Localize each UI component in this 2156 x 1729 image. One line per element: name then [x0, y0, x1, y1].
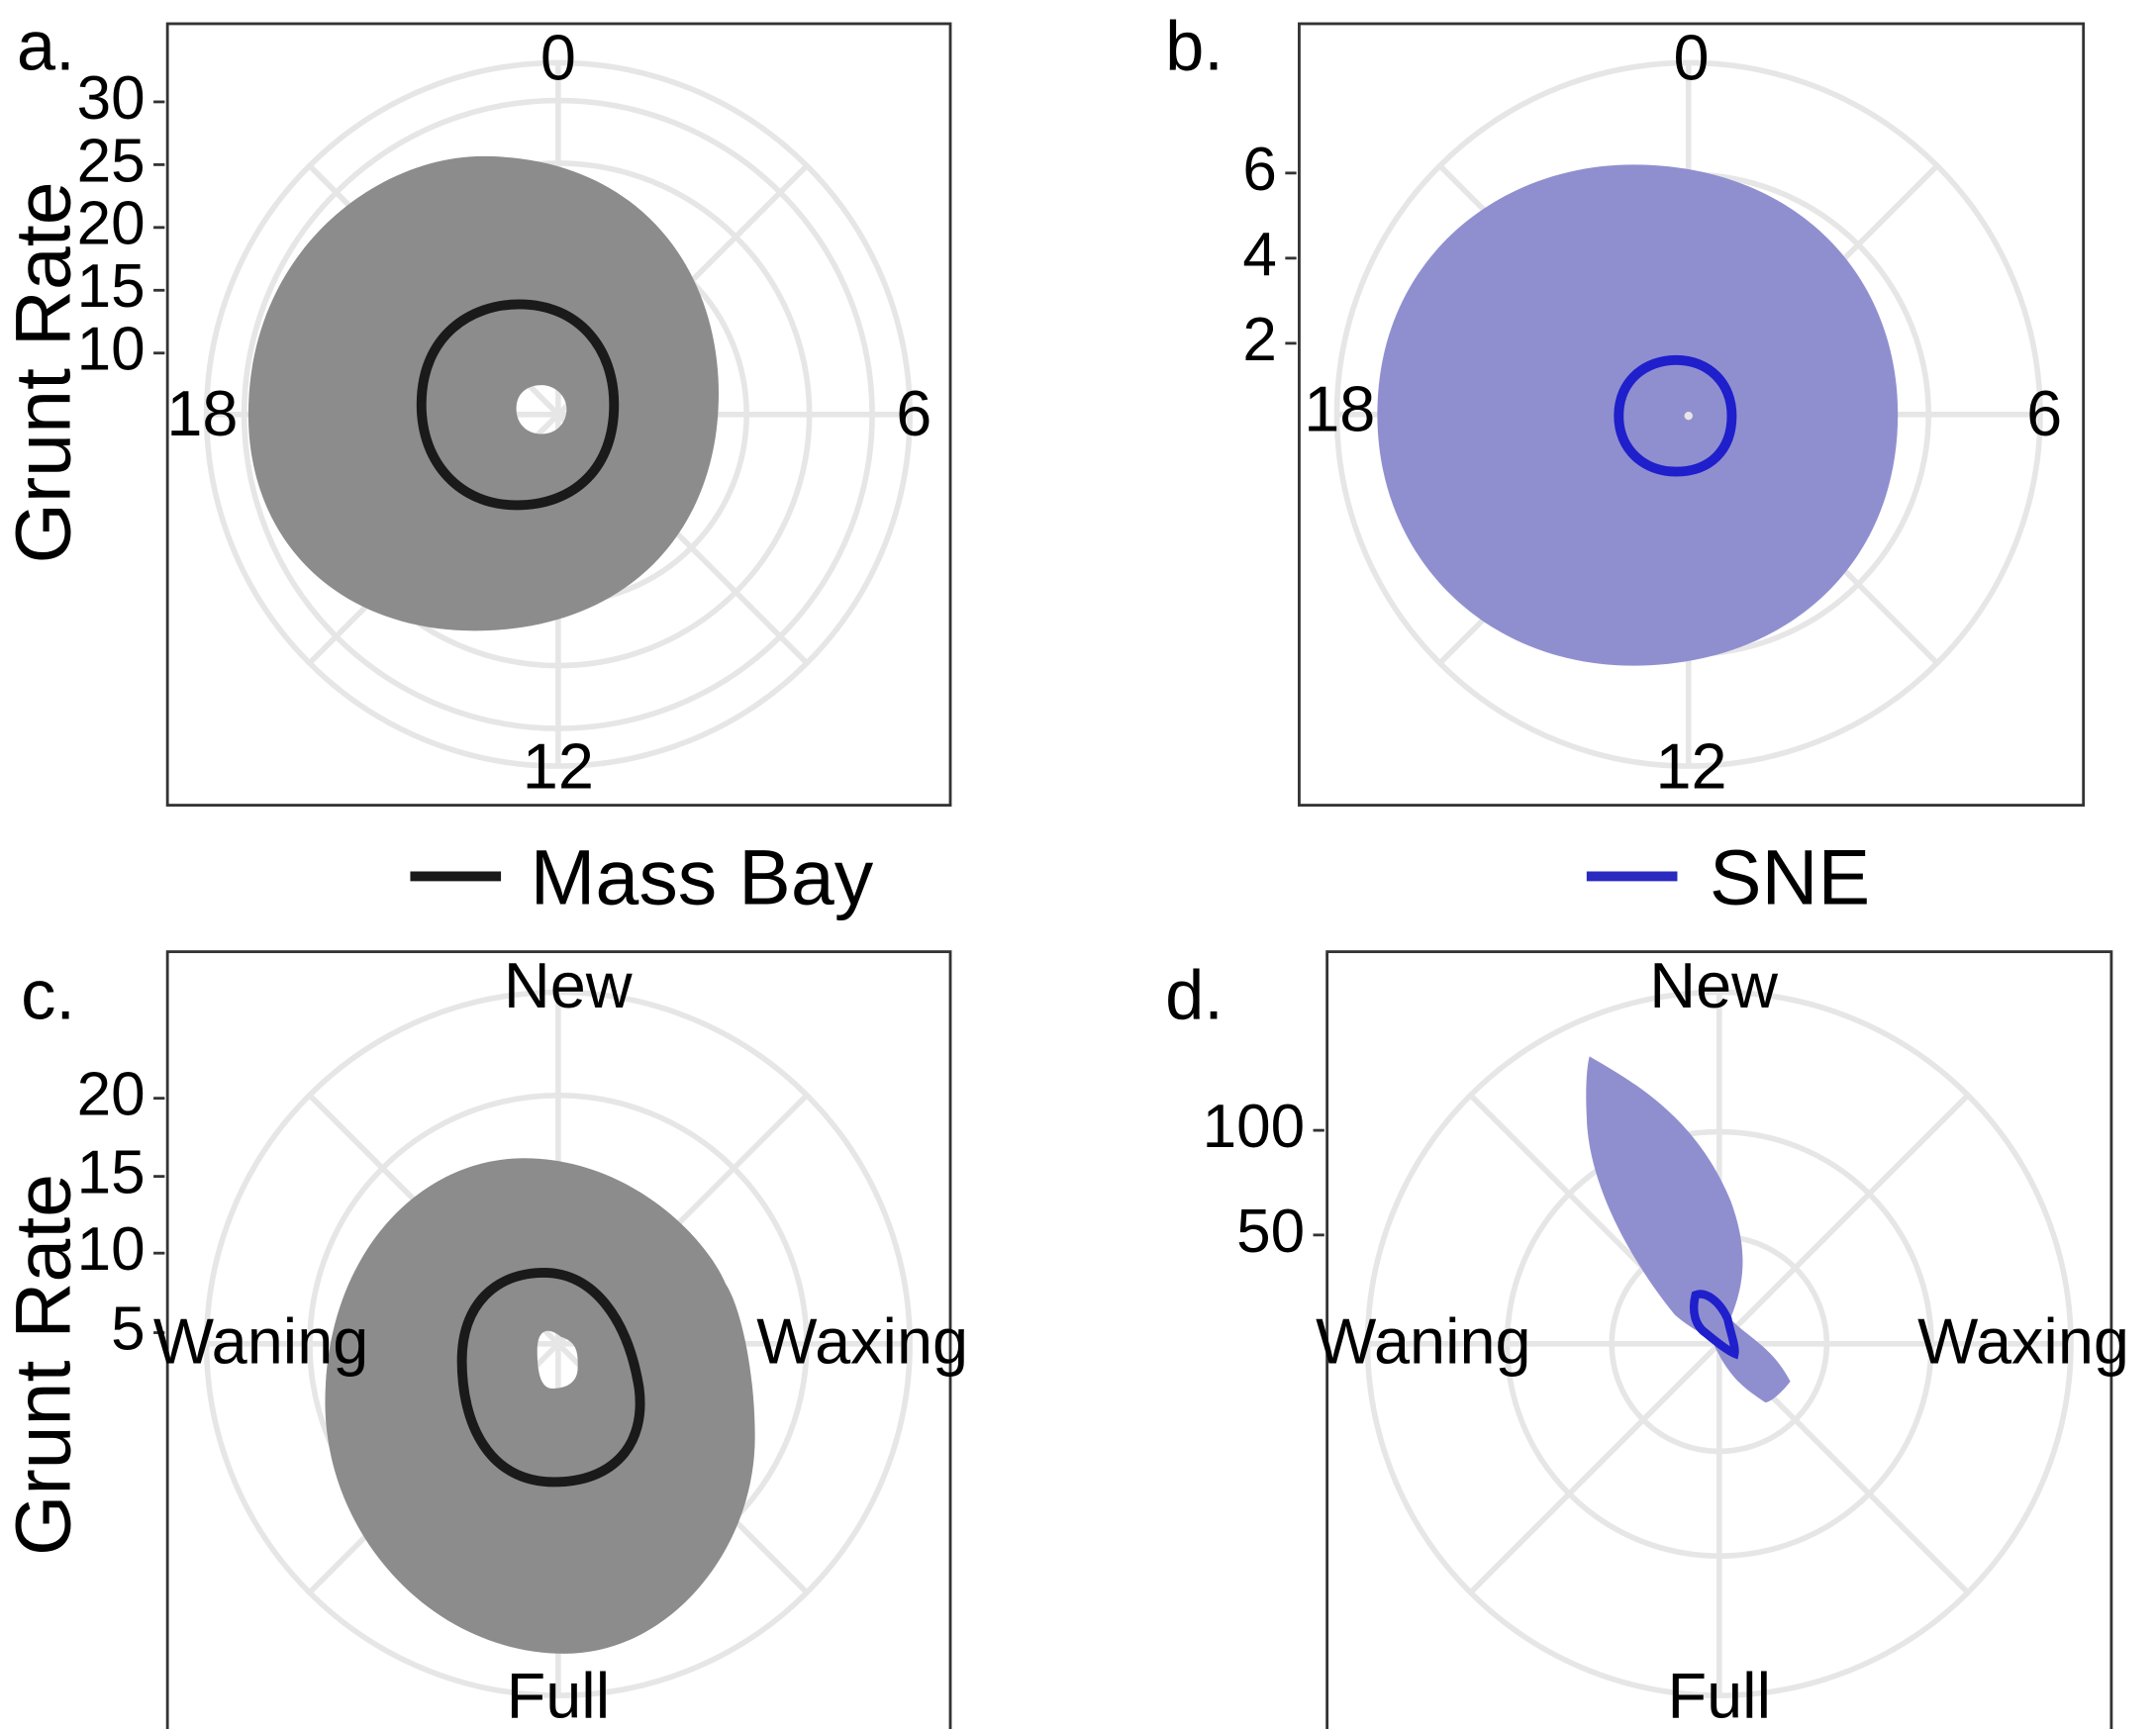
direction-label-left: 18: [1304, 373, 1375, 445]
panel-d: d. 50 100 New Waxing Full Waning: [1165, 949, 2129, 1729]
direction-label-bottom: Full: [1668, 1660, 1771, 1729]
panel-c-ylabel: Grunt Rate: [0, 1174, 86, 1556]
legend-sne: SNE: [1586, 834, 1870, 921]
direction-label-top: 0: [1674, 21, 1710, 93]
direction-label-top: New: [1649, 949, 1778, 1021]
tick-label: 6: [1242, 136, 1276, 204]
tick-label: 4: [1242, 221, 1276, 289]
sne-line: [1689, 1290, 1739, 1360]
sne-confidence-band: [1586, 1056, 1791, 1403]
tick-label: 100: [1203, 1093, 1305, 1161]
legend-mass-bay-label: Mass Bay: [531, 834, 874, 921]
tick-label: 25: [77, 127, 146, 195]
mass-bay-line: [456, 1267, 645, 1488]
legend-sne-label: SNE: [1710, 834, 1870, 921]
mass-bay-line: [416, 299, 620, 511]
direction-label-left: Waning: [1316, 1305, 1530, 1378]
tick-label: 10: [77, 316, 146, 384]
direction-label-top: New: [504, 949, 633, 1021]
tick-label: 20: [77, 1061, 146, 1129]
panel-c-radial-ticks: 5 10 15 20: [77, 1061, 165, 1363]
panel-d-letter: d.: [1165, 955, 1224, 1033]
panel-b-frame: [1298, 22, 2086, 807]
panel-a-frame: [165, 22, 952, 807]
panel-b: b. 2 4 6 0 6 12 18: [1165, 6, 2086, 807]
panel-c-direction-labels: New Waxing Full Waning: [153, 949, 968, 1729]
panel-a-letter: a.: [17, 6, 75, 84]
direction-label-right: 6: [2026, 377, 2062, 449]
direction-label-right: 6: [896, 377, 931, 449]
panel-a-ribbon: [247, 155, 719, 631]
direction-label-bottom: 12: [523, 730, 594, 803]
tick-label: 15: [77, 1139, 146, 1207]
panel-a-ylabel: Grunt Rate: [0, 181, 86, 563]
panel-a: a. Grunt Rate 10 15 20 25: [0, 6, 952, 807]
tick-label: 15: [77, 252, 146, 321]
direction-label-right: Waxing: [1917, 1305, 2129, 1378]
sne-line: [1614, 354, 1737, 477]
legend-mass-bay: Mass Bay: [410, 834, 874, 921]
mass-bay-confidence-band: [325, 1158, 755, 1654]
direction-label-left: 18: [166, 377, 238, 449]
tick-label: 50: [1236, 1198, 1305, 1266]
panel-a-radial-ticks: 10 15 20 25 30: [77, 64, 165, 384]
direction-label-top: 0: [540, 21, 576, 93]
panel-b-radial-ticks: 2 4 6: [1242, 136, 1297, 374]
panel-b-direction-labels: 0 6 12 18: [1304, 21, 2062, 802]
tick-label: 20: [77, 190, 146, 258]
tick-label: 30: [77, 64, 146, 133]
panel-d-frame: [1325, 950, 2113, 1729]
mass-bay-confidence-band: [247, 155, 719, 631]
tick-label: 10: [77, 1215, 146, 1284]
tick-label: 5: [111, 1295, 145, 1363]
panel-c-frame: [165, 950, 952, 1729]
sne-confidence-band: [1377, 164, 1899, 666]
panel-c: c. Grunt Rate 5 10 15 20 New Waxing: [0, 949, 968, 1729]
panel-b-letter: b.: [1165, 6, 1224, 84]
direction-label-right: Waxing: [756, 1305, 968, 1378]
panel-a-direction-labels: 0 6 12 18: [166, 21, 931, 802]
tick-label: 2: [1242, 306, 1276, 374]
panel-c-letter: c.: [21, 955, 75, 1033]
direction-label-bottom: 12: [1656, 730, 1727, 803]
direction-label-left: Waning: [153, 1305, 368, 1378]
direction-label-bottom: Full: [507, 1660, 610, 1729]
panel-d-direction-labels: New Waxing Full Waning: [1316, 949, 2129, 1729]
panel-d-radial-ticks: 50 100: [1203, 1093, 1324, 1266]
